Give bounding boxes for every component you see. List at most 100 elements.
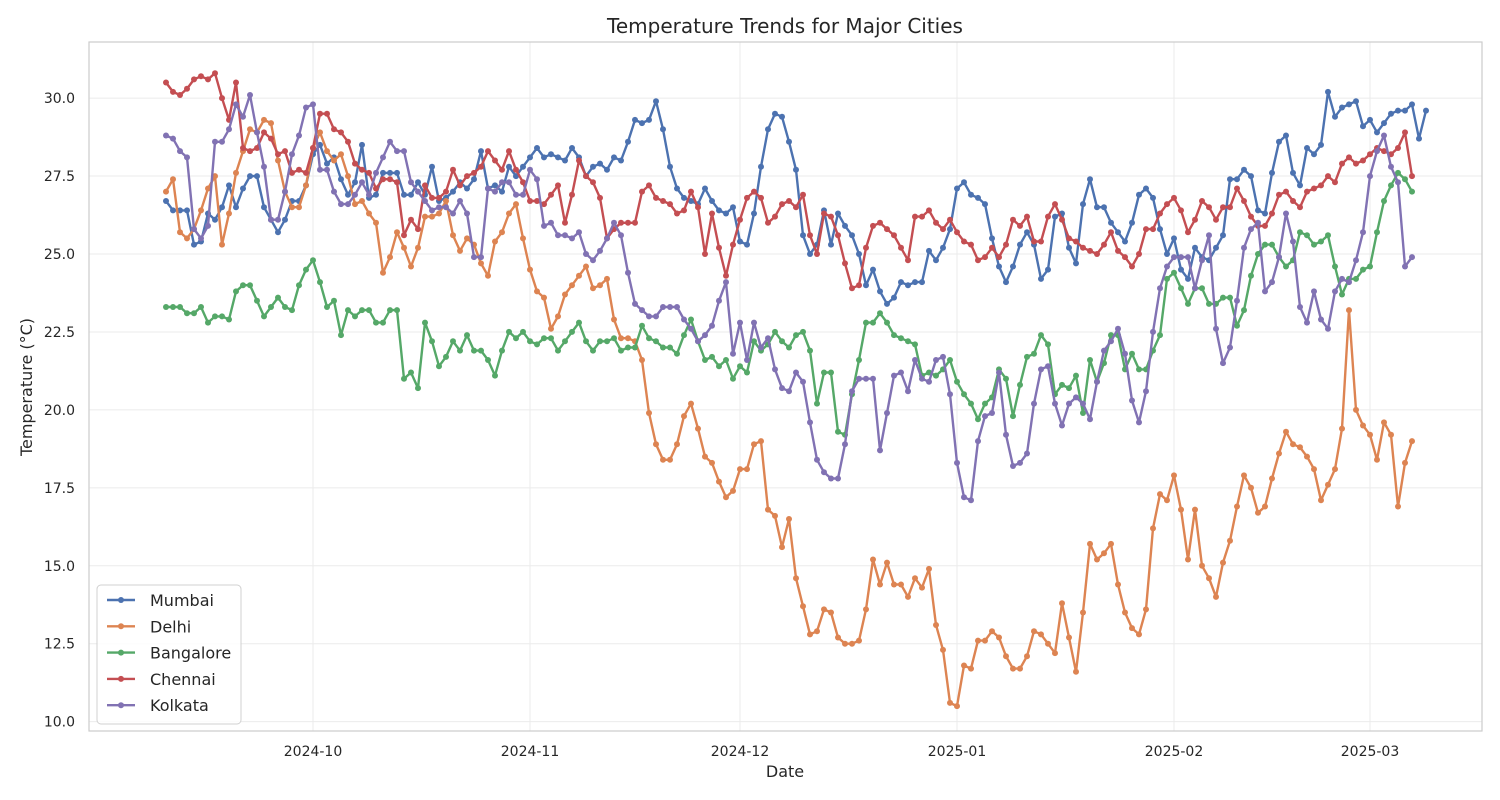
- data-point: [1143, 388, 1149, 395]
- data-point: [513, 166, 519, 173]
- data-point: [632, 116, 638, 123]
- data-point: [1003, 375, 1009, 382]
- data-point: [380, 154, 386, 161]
- data-point: [842, 222, 848, 229]
- data-point: [1402, 263, 1408, 270]
- data-point: [1031, 238, 1037, 245]
- data-point: [1129, 625, 1135, 632]
- data-point: [1367, 116, 1373, 123]
- data-point: [1150, 226, 1156, 233]
- data-point: [898, 279, 904, 286]
- data-point: [793, 332, 799, 339]
- data-point: [1003, 431, 1009, 438]
- data-point: [1374, 456, 1380, 463]
- data-point: [464, 210, 470, 217]
- data-point: [562, 219, 568, 226]
- data-point: [1283, 428, 1289, 435]
- data-point: [1269, 169, 1275, 176]
- data-point: [408, 191, 414, 198]
- data-point: [639, 357, 645, 363]
- data-point: [555, 232, 561, 239]
- data-point: [226, 182, 232, 189]
- data-point: [1178, 285, 1184, 292]
- data-point: [618, 232, 624, 239]
- data-point: [1234, 322, 1240, 329]
- data-point: [1199, 257, 1205, 264]
- data-point: [422, 182, 428, 189]
- data-point: [1045, 640, 1051, 647]
- data-point: [611, 154, 617, 161]
- data-point: [1122, 609, 1128, 616]
- data-point: [681, 413, 687, 420]
- data-point: [198, 235, 204, 242]
- data-point: [1080, 609, 1086, 616]
- data-point: [597, 338, 603, 345]
- data-point: [590, 179, 596, 186]
- data-point: [1395, 169, 1401, 176]
- data-point: [912, 213, 918, 220]
- data-point: [310, 101, 316, 108]
- data-point: [373, 191, 379, 198]
- data-point: [191, 241, 197, 248]
- data-point: [905, 338, 911, 345]
- data-point: [394, 179, 400, 186]
- data-point: [1318, 316, 1324, 323]
- data-point: [583, 338, 589, 345]
- data-point: [401, 232, 407, 239]
- data-point: [219, 138, 225, 145]
- data-point: [317, 166, 323, 173]
- data-point: [933, 622, 939, 628]
- data-point: [492, 372, 498, 379]
- data-point: [324, 110, 330, 117]
- data-point: [597, 282, 603, 289]
- data-point: [352, 313, 358, 320]
- data-point: [1171, 254, 1177, 261]
- data-point: [723, 357, 729, 363]
- data-point: [954, 378, 960, 385]
- data-point: [492, 182, 498, 189]
- data-point: [555, 313, 561, 320]
- data-point: [387, 307, 393, 314]
- data-point: [1409, 101, 1415, 108]
- data-point: [380, 269, 386, 276]
- data-point: [254, 129, 260, 136]
- data-point: [716, 297, 722, 304]
- data-point: [1199, 562, 1205, 569]
- data-point: [681, 316, 687, 323]
- data-point: [653, 98, 659, 105]
- data-point: [191, 310, 197, 317]
- data-point: [758, 344, 764, 351]
- data-point: [1290, 238, 1296, 245]
- data-point: [303, 169, 309, 176]
- data-point: [1129, 397, 1135, 404]
- data-point: [604, 338, 610, 345]
- data-point: [506, 328, 512, 335]
- data-point: [1388, 182, 1394, 189]
- data-point: [1101, 241, 1107, 248]
- data-point: [1192, 244, 1198, 251]
- data-point: [1388, 110, 1394, 117]
- data-point: [919, 279, 925, 286]
- data-point: [1262, 222, 1268, 229]
- data-point: [674, 441, 680, 448]
- data-point: [632, 219, 638, 226]
- data-point: [933, 357, 939, 363]
- data-point: [989, 235, 995, 242]
- data-point: [1325, 173, 1331, 180]
- data-point: [366, 169, 372, 176]
- data-point: [800, 603, 806, 610]
- data-point: [954, 459, 960, 466]
- data-point: [1325, 481, 1331, 488]
- data-point: [541, 335, 547, 342]
- data-point: [1164, 263, 1170, 270]
- data-point: [184, 85, 190, 92]
- data-point: [317, 110, 323, 117]
- data-point: [765, 219, 771, 226]
- data-point: [961, 238, 967, 245]
- data-point: [772, 213, 778, 220]
- data-point: [534, 198, 540, 204]
- data-point: [1129, 263, 1135, 270]
- data-point: [1003, 279, 1009, 286]
- data-point: [240, 185, 246, 192]
- data-point: [919, 584, 925, 591]
